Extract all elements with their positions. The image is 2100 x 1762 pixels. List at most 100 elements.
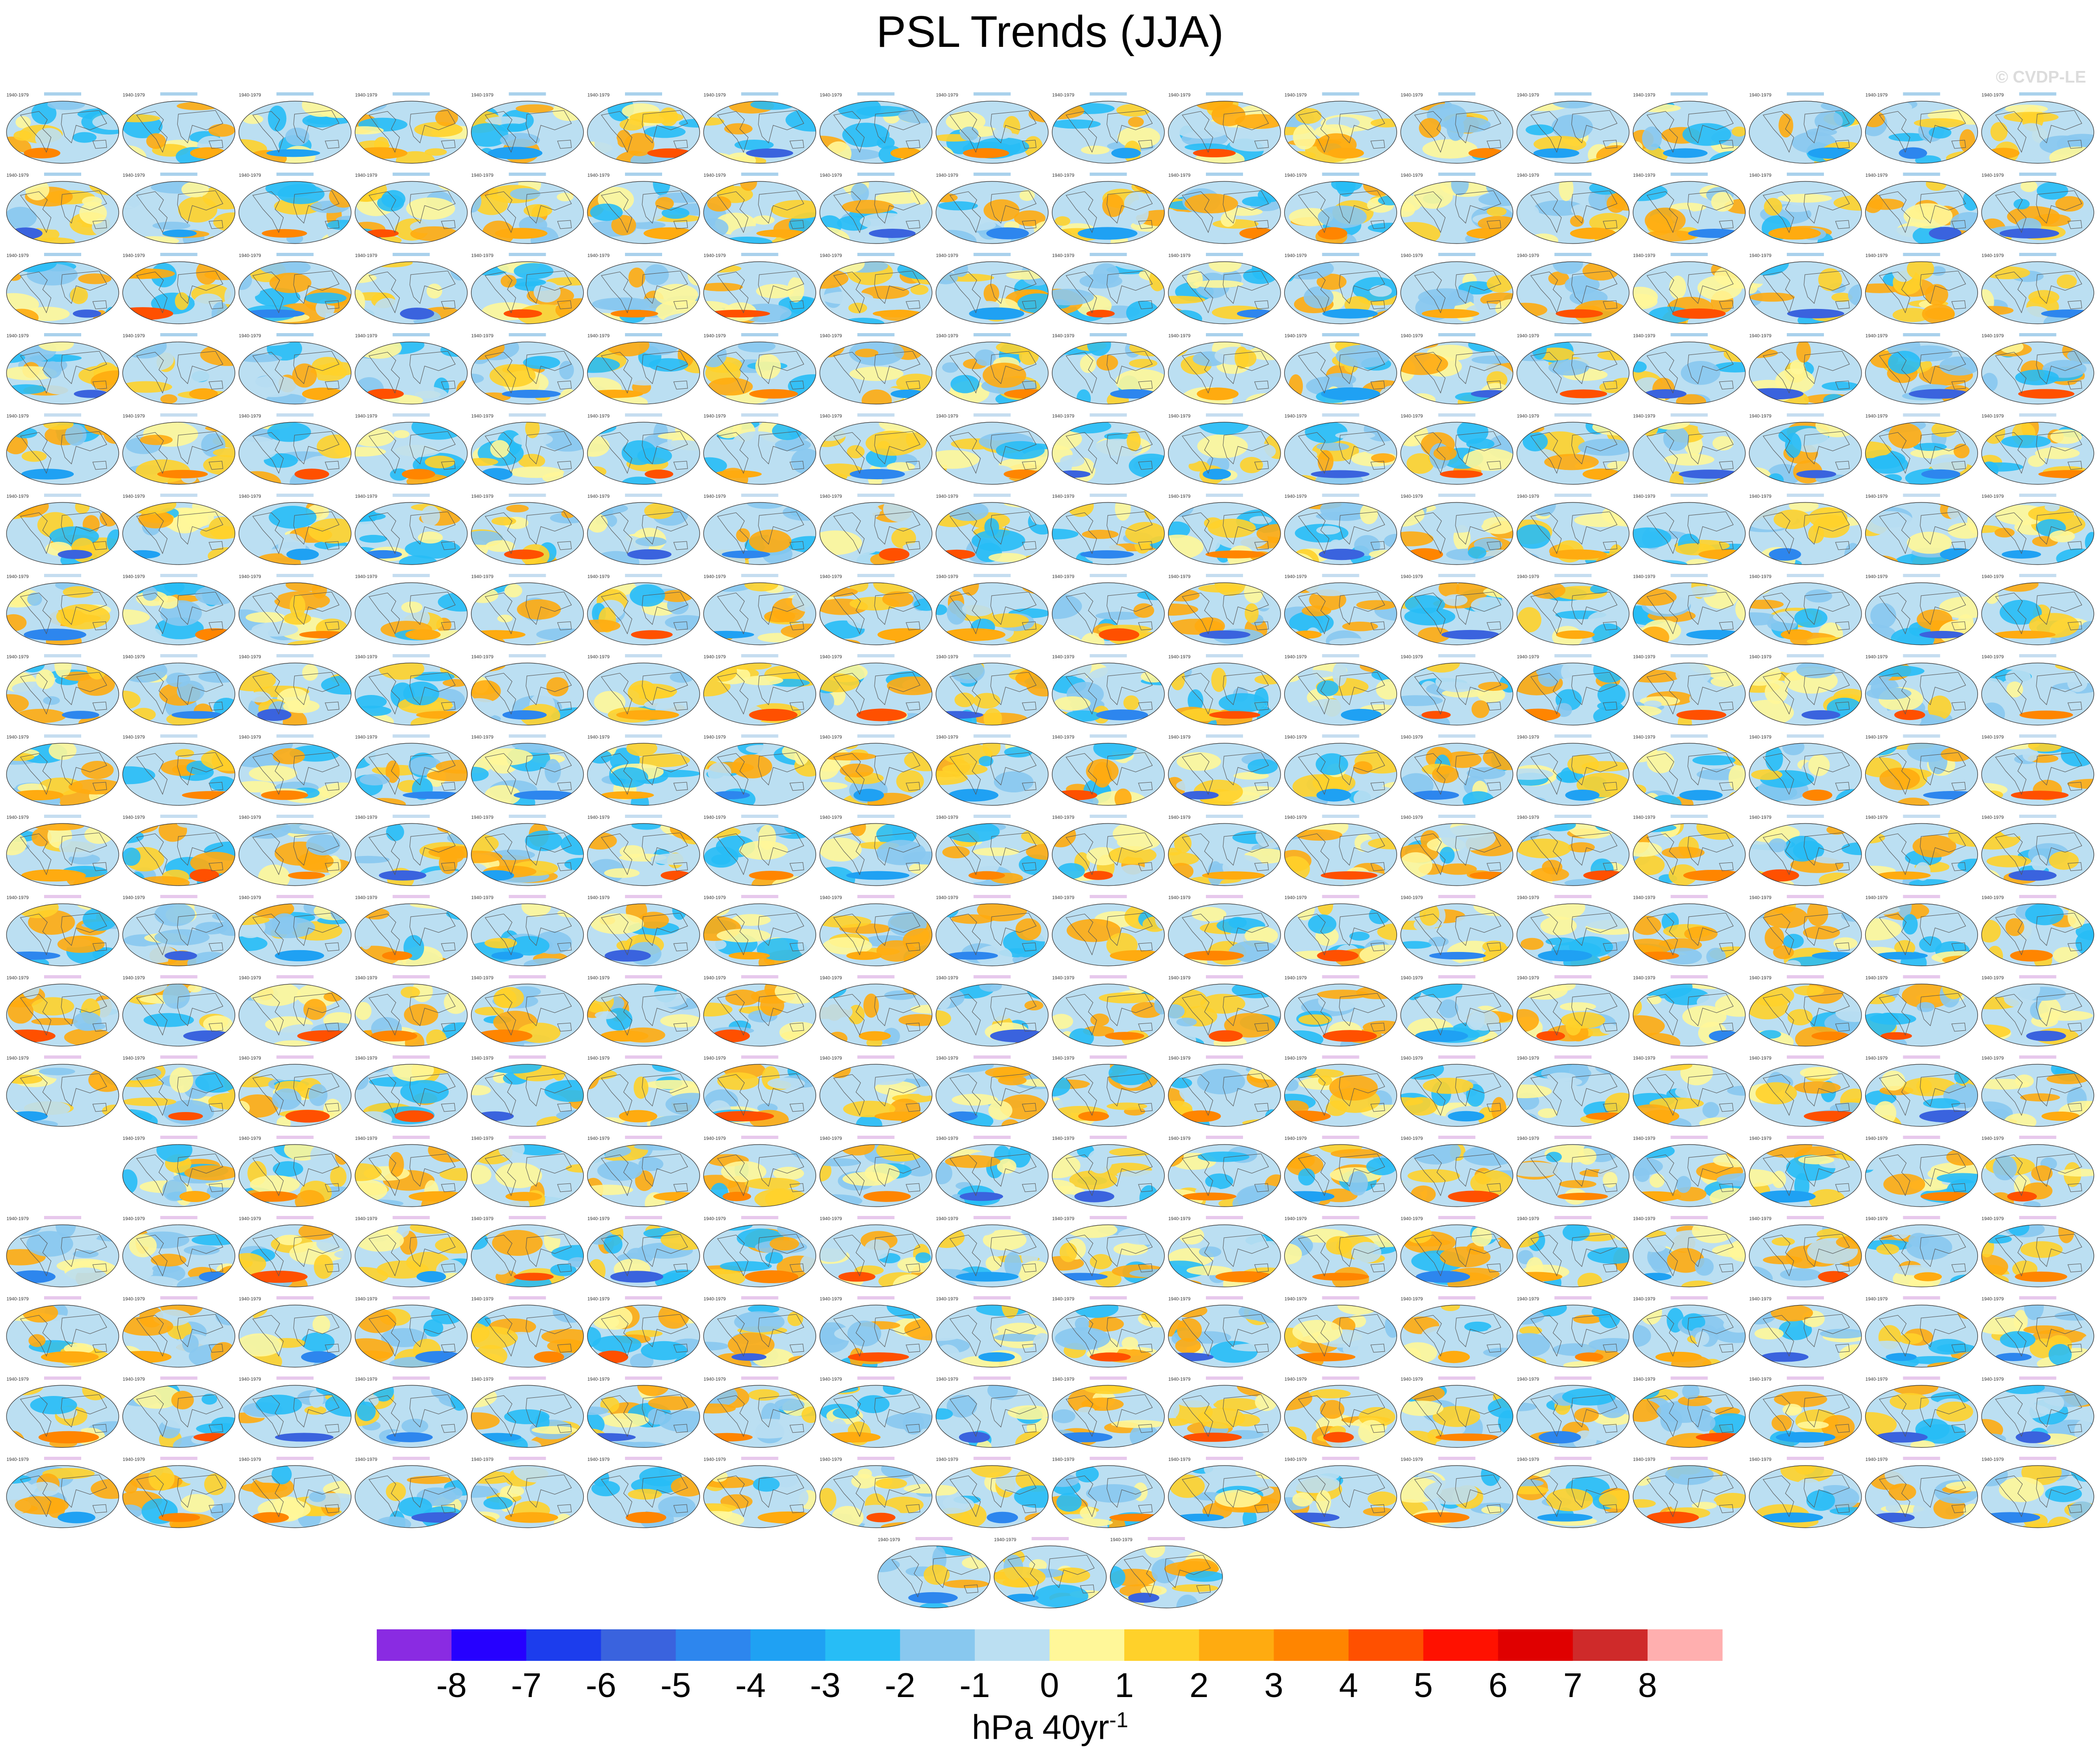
panel-period-label: 1940-1979 — [1401, 815, 1423, 820]
map-panel: 1940-1979 — [1865, 1296, 1978, 1368]
panel-period-label: 1940-1979 — [355, 815, 377, 820]
panel-period-label: 1940-1979 — [820, 1457, 842, 1462]
panel-period-label: 1940-1979 — [122, 1457, 145, 1462]
panel-period-label: 1940-1979 — [355, 976, 377, 981]
map-panel: 1940-1979 — [1633, 1216, 1746, 1287]
panel-period-label: 1940-1979 — [587, 655, 610, 660]
map-panel: 1940-1979 — [1865, 1376, 1978, 1448]
panel-period-label: 1940-1979 — [1865, 655, 1887, 660]
panel-member-label — [1438, 574, 1475, 577]
panel-member-label — [1089, 1296, 1127, 1299]
panel-period-label: 1940-1979 — [1517, 574, 1539, 579]
panel-period-label: 1940-1979 — [1284, 895, 1307, 900]
map-panel: 1940-1979 — [354, 333, 468, 405]
panel-period-label: 1940-1979 — [1749, 1297, 1771, 1302]
panel-member-label — [509, 1216, 546, 1219]
panel-member-label — [393, 1216, 430, 1219]
panel-member-label — [1670, 413, 1708, 417]
panel-period-label: 1940-1979 — [1633, 1216, 1656, 1222]
panel-period-label: 1940-1979 — [1168, 1457, 1191, 1462]
panel-period-label: 1940-1979 — [122, 334, 145, 339]
panel-period-label: 1940-1979 — [1865, 574, 1887, 579]
panel-member-label — [1089, 1136, 1127, 1139]
panel-period-label: 1940-1979 — [1982, 1297, 2004, 1302]
panel-period-label: 1940-1979 — [1168, 173, 1191, 178]
map-panel: 1940-1979 — [1749, 975, 1862, 1047]
panel-member-label — [1554, 1296, 1592, 1299]
panel-member-label — [393, 92, 430, 96]
panel-period-label: 1940-1979 — [1284, 1377, 1307, 1382]
map-panel: 1940-1979 — [1052, 173, 1165, 244]
panel-member-label — [276, 1296, 314, 1299]
panel-period-label: 1940-1979 — [1517, 414, 1539, 419]
panel-member-label — [741, 333, 779, 336]
panel-member-label — [393, 654, 430, 657]
panel-member-label — [1089, 1055, 1127, 1059]
colorbar-swatch — [377, 1629, 452, 1661]
map-panel: 1940-1979 — [703, 1216, 817, 1287]
map-panel: 1940-1979 — [354, 574, 468, 645]
map-panel: 1940-1979 — [122, 895, 235, 966]
panel-member-label — [509, 895, 546, 898]
panel-period-label: 1940-1979 — [6, 1056, 29, 1061]
panel-period-label: 1940-1979 — [703, 815, 726, 820]
map-panel: 1940-1979 — [1400, 1136, 1514, 1207]
panel-member-label — [973, 494, 1011, 497]
panel-period-label: 1940-1979 — [1052, 334, 1075, 339]
panel-period-label: 1940-1979 — [6, 1457, 29, 1462]
panel-member-label — [1787, 1296, 1824, 1299]
map-panel: 1940-1979 — [470, 494, 584, 565]
map-panel: 1940-1979 — [1284, 895, 1397, 966]
map-panel: 1940-1979 — [1749, 253, 1862, 324]
panel-period-label: 1940-1979 — [1633, 976, 1656, 981]
panel-period-label: 1940-1979 — [936, 93, 958, 98]
panel-period-label: 1940-1979 — [239, 414, 261, 419]
panel-member-label — [276, 895, 314, 898]
panel-period-label: 1940-1979 — [820, 1136, 842, 1141]
panel-period-label: 1940-1979 — [1168, 1136, 1191, 1141]
panel-member-label — [1903, 413, 1940, 417]
panel-period-label: 1940-1979 — [1284, 1216, 1307, 1222]
panel-period-label: 1940-1979 — [122, 976, 145, 981]
panel-period-label: 1940-1979 — [1865, 173, 1887, 178]
map-panel: 1940-1979 — [1400, 574, 1514, 645]
panel-member-label — [1206, 654, 1243, 657]
panel-member-label — [1670, 654, 1708, 657]
map-panel: 1940-1979 — [6, 1376, 119, 1448]
panel-member-label — [1206, 253, 1243, 256]
panel-member-label — [1322, 253, 1359, 256]
map-panel: 1940-1979 — [354, 1457, 468, 1528]
panel-period-label: 1940-1979 — [936, 494, 958, 499]
panel-member-label — [1903, 494, 1940, 497]
panel-period-label: 1940-1979 — [239, 1136, 261, 1141]
panel-period-label: 1940-1979 — [1749, 1377, 1771, 1382]
panel-member-label — [973, 815, 1011, 818]
panel-period-label: 1940-1979 — [239, 1457, 261, 1462]
panel-period-label: 1940-1979 — [1168, 1056, 1191, 1061]
panel-member-label — [1787, 1376, 1824, 1380]
panel-member-label — [1903, 815, 1940, 818]
panel-member-label — [1787, 1457, 1824, 1460]
panel-period-label: 1940-1979 — [820, 494, 842, 499]
panel-period-label: 1940-1979 — [1052, 895, 1075, 900]
panel-member-label — [857, 413, 895, 417]
panel-period-label: 1940-1979 — [122, 253, 145, 258]
map-panel: 1940-1979 — [587, 734, 700, 806]
panel-period-label: 1940-1979 — [239, 815, 261, 820]
panel-period-label: 1940-1979 — [1401, 253, 1423, 258]
map-panel: 1940-1979 — [1168, 1216, 1281, 1287]
panel-period-label: 1940-1979 — [1052, 1136, 1075, 1141]
panel-period-label: 1940-1979 — [587, 1216, 610, 1222]
map-panel: 1940-1979 — [1749, 92, 1862, 164]
map-panel: 1940-1979 — [1749, 1296, 1862, 1368]
panel-period-label: 1940-1979 — [1168, 1216, 1191, 1222]
panel-member-label — [973, 413, 1011, 417]
panel-member-label — [857, 654, 895, 657]
panel-member-label — [44, 975, 81, 978]
map-panel: 1940-1979 — [1400, 815, 1514, 886]
panel-period-label: 1940-1979 — [355, 1377, 377, 1382]
map-panel: 1940-1979 — [1865, 253, 1978, 324]
map-panel: 1940-1979 — [1981, 654, 2094, 726]
map-panel: 1940-1979 — [1284, 333, 1397, 405]
panel-member-label — [276, 654, 314, 657]
